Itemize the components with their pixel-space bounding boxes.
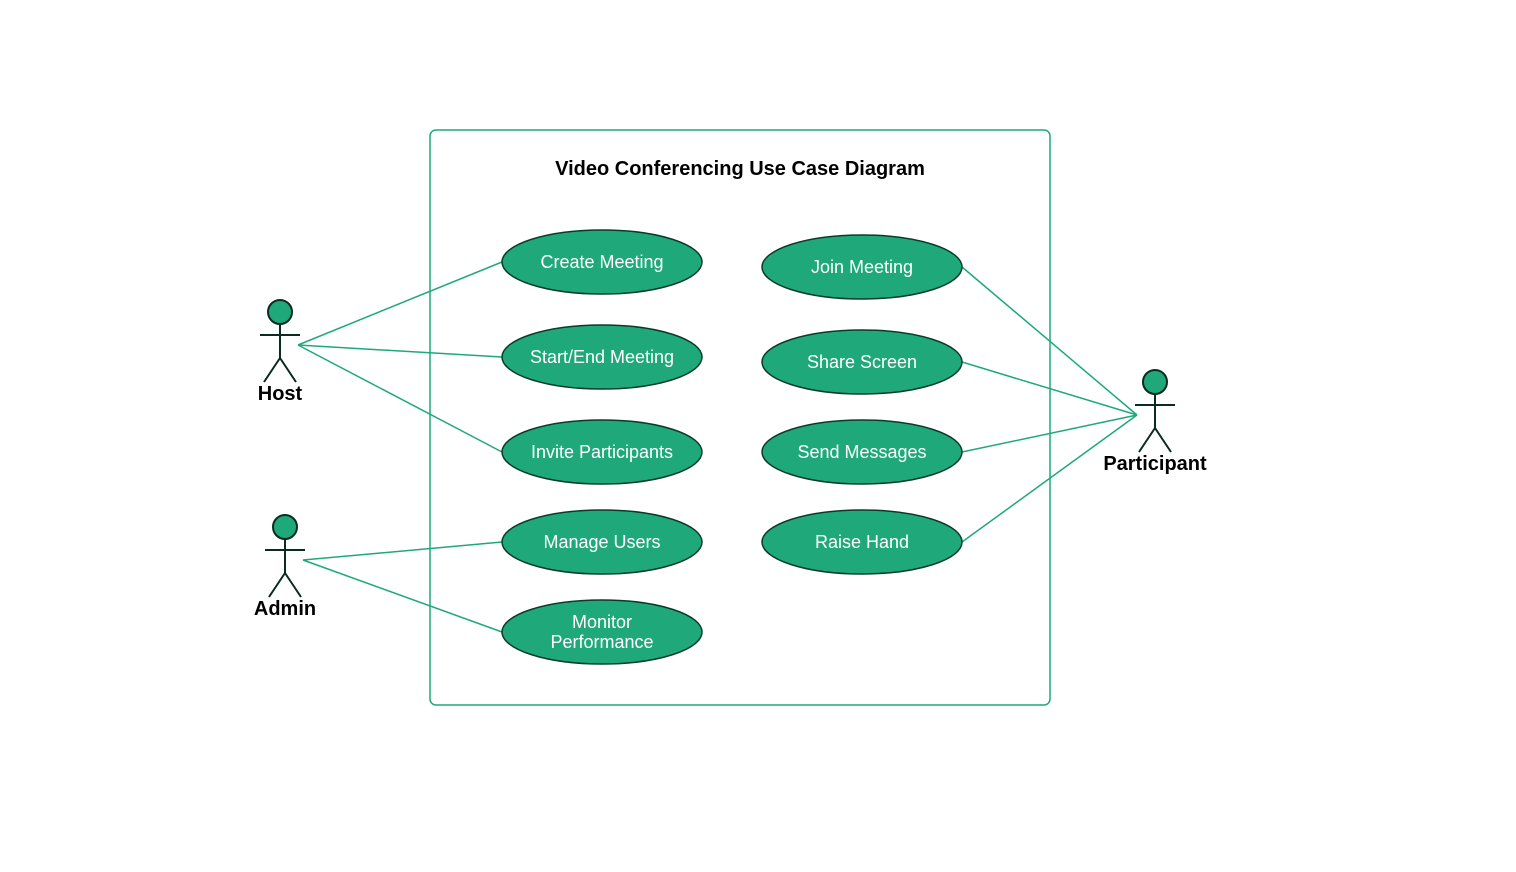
- actor-head-icon: [1143, 370, 1167, 394]
- use-case-diagram-svg: Video Conferencing Use Case Diagram Creat…: [0, 0, 1516, 872]
- usecase-label-manage-users: Manage Users: [543, 532, 660, 552]
- actor-head-icon: [273, 515, 297, 539]
- usecase-label-monitor-performance-line0: Monitor: [572, 612, 632, 632]
- usecase-join-meeting: Join Meeting: [762, 235, 962, 299]
- usecase-manage-users: Manage Users: [502, 510, 702, 574]
- usecase-label-monitor-performance-line1: Performance: [550, 632, 653, 652]
- usecase-share-screen: Share Screen: [762, 330, 962, 394]
- actor-head-icon: [268, 300, 292, 324]
- usecase-label-join-meeting: Join Meeting: [811, 257, 913, 277]
- usecase-start-end-meeting: Start/End Meeting: [502, 325, 702, 389]
- usecase-label-invite-participants: Invite Participants: [531, 442, 673, 462]
- usecase-invite-participants: Invite Participants: [502, 420, 702, 484]
- usecase-label-start-end-meeting: Start/End Meeting: [530, 347, 674, 367]
- diagram-title: Video Conferencing Use Case Diagram: [555, 158, 925, 180]
- usecase-label-create-meeting: Create Meeting: [540, 252, 663, 272]
- usecase-label-share-screen: Share Screen: [807, 352, 917, 372]
- actor-label-participant: Participant: [1103, 453, 1207, 475]
- usecase-send-messages: Send Messages: [762, 420, 962, 484]
- usecase-label-raise-hand: Raise Hand: [815, 532, 909, 552]
- diagram-canvas: Video Conferencing Use Case Diagram Creat…: [0, 0, 1516, 872]
- usecase-create-meeting: Create Meeting: [502, 230, 702, 294]
- usecase-label-send-messages: Send Messages: [797, 442, 926, 462]
- usecase-monitor-performance: MonitorPerformance: [502, 600, 702, 664]
- actor-label-admin: Admin: [254, 598, 316, 620]
- actor-label-host: Host: [258, 383, 303, 405]
- usecase-raise-hand: Raise Hand: [762, 510, 962, 574]
